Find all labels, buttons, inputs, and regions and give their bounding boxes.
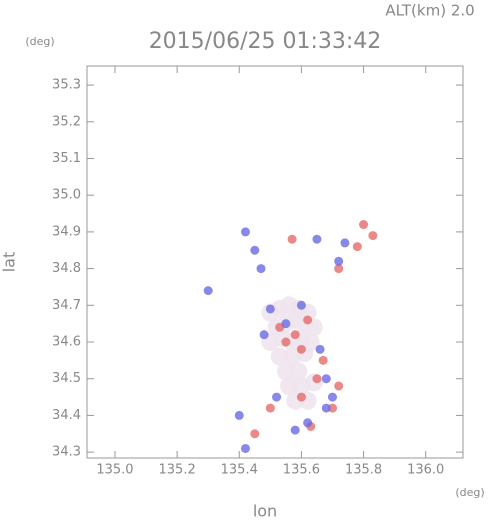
echo-point [321, 374, 331, 384]
echo-point [327, 403, 337, 413]
x-axis-label: lon [253, 502, 277, 521]
x-tick-label: 135.6 [283, 463, 320, 478]
echo-point [296, 344, 306, 354]
echo-point [296, 300, 306, 310]
y-tick-label: 34.9 [52, 224, 81, 239]
echo-point [327, 392, 337, 402]
echo-point [296, 392, 306, 402]
echo-point [315, 344, 325, 354]
echo-point [203, 286, 213, 296]
y-tick-label: 34.3 [52, 445, 81, 460]
echo-point [290, 330, 300, 340]
echo-point [250, 429, 260, 439]
x-tick-label: 135.0 [96, 463, 133, 478]
echo-point [290, 425, 300, 435]
y-tick-label: 34.7 [52, 298, 81, 313]
y-tick-label: 35.2 [52, 114, 81, 129]
altitude: ALT(km) 2.0 [385, 2, 474, 20]
x-tick-label: 135.8 [345, 463, 382, 478]
echo-point [289, 362, 308, 381]
echo-point [259, 330, 269, 340]
echo-point [250, 245, 260, 255]
echo-point [368, 231, 378, 241]
echo-point [281, 337, 291, 347]
echo-point [279, 377, 298, 396]
plot-frame [86, 65, 464, 459]
y-tick-label: 35.0 [52, 188, 81, 203]
echo-point [265, 403, 275, 413]
echo-point [303, 315, 313, 325]
echo-point [334, 256, 344, 266]
y-tick-label: 34.8 [52, 261, 81, 276]
x-unit: (deg) [455, 486, 484, 499]
echo-point [281, 319, 291, 329]
chart-title: 2015/06/25 01:33:42 [149, 29, 382, 54]
echo-point [272, 392, 282, 402]
echo-point [303, 418, 313, 428]
y-tick-label: 34.5 [52, 371, 81, 386]
echo-point [312, 234, 322, 244]
y-axis-label: lat [0, 252, 19, 273]
echo-point [334, 264, 344, 274]
y-tick-label: 34.6 [52, 335, 81, 350]
y-unit: (deg) [25, 35, 54, 48]
echo-point [265, 304, 275, 314]
y-tick-label: 34.4 [52, 408, 81, 423]
echo-point [256, 264, 266, 274]
x-tick-label: 135.2 [159, 463, 196, 478]
echo-point [321, 403, 331, 413]
x-tick-label: 135.4 [221, 463, 258, 478]
echo-point [334, 381, 344, 391]
y-tick-label: 35.3 [52, 78, 81, 93]
echo-point [287, 234, 297, 244]
x-tick-label: 136.0 [407, 463, 444, 478]
echo-point [234, 410, 244, 420]
echo-point [318, 355, 328, 365]
echo-point [352, 242, 362, 252]
echo-point [340, 238, 350, 248]
echo-point [276, 362, 295, 381]
y-tick-label: 35.1 [52, 151, 81, 166]
echo-point [312, 374, 322, 384]
echo-point [359, 220, 369, 230]
echo-point [240, 443, 250, 453]
echo-point [240, 227, 250, 237]
echo-point [270, 347, 289, 366]
